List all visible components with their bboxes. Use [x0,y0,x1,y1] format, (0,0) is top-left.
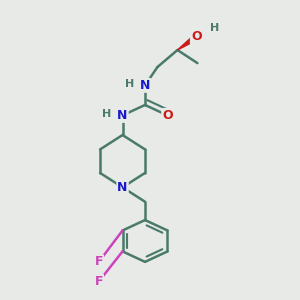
Text: H: H [210,23,220,33]
Text: H: H [125,79,134,89]
Text: N: N [117,109,128,122]
Text: N: N [117,181,128,194]
Polygon shape [178,34,198,50]
Text: O: O [191,30,202,44]
Text: F: F [94,255,103,268]
Text: O: O [162,109,173,122]
Text: N: N [140,79,150,92]
Text: F: F [94,275,103,288]
Text: H: H [103,109,112,119]
